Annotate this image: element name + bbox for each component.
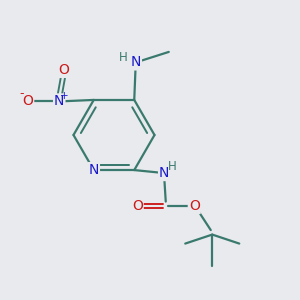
Text: O: O [132,199,143,213]
Text: +: + [60,91,69,101]
Text: -: - [20,87,24,101]
Text: O: O [58,63,69,77]
Text: O: O [189,199,200,213]
Text: H: H [168,160,177,173]
Text: N: N [130,56,141,69]
Text: H: H [119,51,128,64]
Text: N: N [88,163,99,177]
Text: N: N [159,166,169,180]
Text: O: O [22,94,33,108]
Text: N: N [54,94,64,108]
